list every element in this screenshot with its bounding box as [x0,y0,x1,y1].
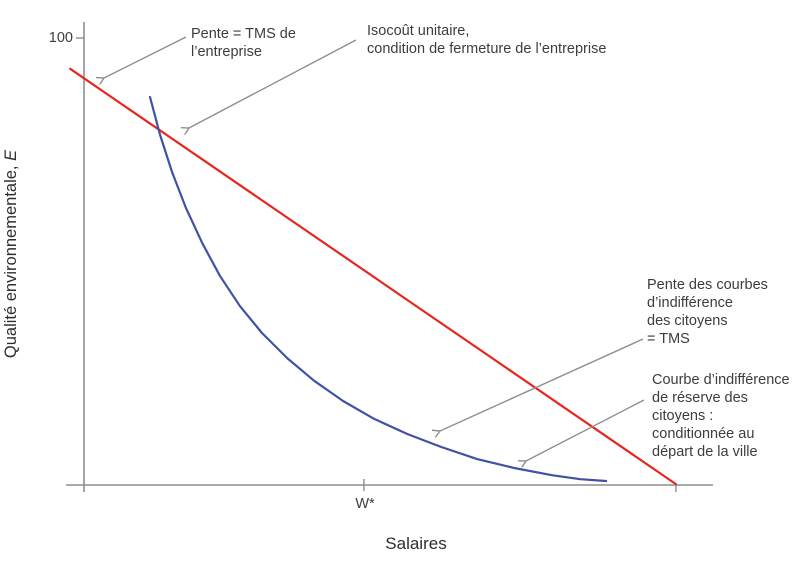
y-axis-title: Qualité environnementale, E [2,109,24,399]
arrow-reservation [526,399,645,461]
isocost-line [69,67,678,486]
y-tick-label-100: 100 [48,30,73,46]
y-axis-variable: E [2,149,20,161]
annotation-reservation: Courbe d’indifférence de réserve des cit… [652,372,790,460]
annotation-isocost: Isocoût unitaire, condition de fermeture… [367,23,607,57]
x-axis-title: Salaires [385,534,447,553]
arrow-slope-firm [104,36,187,78]
indifference-curve [148,95,608,483]
x-tick-label-wstar: W* [355,496,375,512]
annotation-slope-firm: Pente = TMS de l’entreprise [191,26,296,60]
annotation-slope-citizens: Pente des courbes d’indifférence des cit… [647,277,768,347]
y-axis-title-text: Qualité environnementale, [2,160,20,359]
arrow-isocost [189,39,357,128]
arrow-slope-citizens [440,338,644,431]
